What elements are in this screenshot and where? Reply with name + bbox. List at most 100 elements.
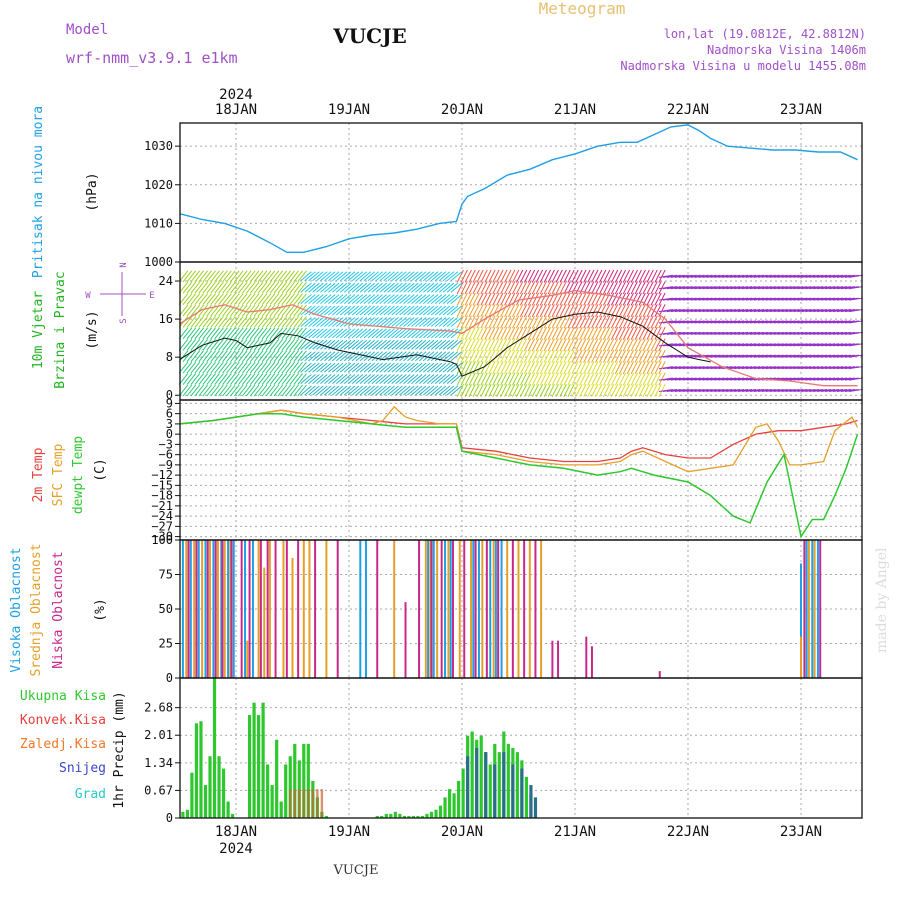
wind-barb xyxy=(339,271,352,282)
wind-barb xyxy=(500,281,508,295)
temp-tick-label: −27 xyxy=(151,519,173,533)
wind-barb xyxy=(383,282,395,293)
wind-barb xyxy=(328,317,340,327)
wind-barb xyxy=(484,281,492,295)
wind-barb xyxy=(801,331,816,335)
wind-barb xyxy=(710,297,725,301)
wind-barb xyxy=(351,339,364,350)
wind-barb xyxy=(809,297,824,301)
wind-barb xyxy=(579,349,587,363)
wind-barb xyxy=(844,377,859,381)
wind-barb xyxy=(614,315,623,329)
wind-barb xyxy=(304,271,316,282)
wind-barb xyxy=(186,339,197,351)
wind-barb xyxy=(742,308,757,313)
wind-barb xyxy=(450,362,463,373)
temp-tick-label: 3 xyxy=(166,417,173,431)
wind-barb xyxy=(618,349,627,363)
wind-barb xyxy=(555,292,563,306)
wind-barb xyxy=(761,297,776,301)
wind-barb xyxy=(230,293,240,305)
wind-barb xyxy=(202,304,212,317)
wind-barb xyxy=(654,292,662,306)
wind-barb xyxy=(285,316,295,328)
wind-barb xyxy=(281,304,292,317)
wind-barb xyxy=(626,349,634,363)
wind-barb xyxy=(261,293,272,305)
wind-barb xyxy=(371,385,383,396)
wind-barb xyxy=(293,293,303,305)
wind-barb xyxy=(249,293,260,305)
wind-barb xyxy=(551,304,559,318)
wind-barb xyxy=(241,270,252,283)
wind-barb xyxy=(257,361,268,374)
wind-barb xyxy=(789,297,804,301)
wind-barb xyxy=(848,308,863,313)
wind-barb xyxy=(571,326,579,340)
wind-barb xyxy=(265,350,276,363)
wind-barb xyxy=(761,388,776,393)
wind-barb xyxy=(742,320,757,324)
wind-barb xyxy=(551,384,559,397)
wind-barb xyxy=(622,384,631,397)
wind-barb xyxy=(844,354,859,358)
wind-barb xyxy=(809,331,824,335)
wind-barb xyxy=(335,282,348,293)
wind-barb xyxy=(658,297,673,301)
wind-barb xyxy=(190,339,201,351)
cloud-bar xyxy=(274,540,277,678)
temp-tick-label: −24 xyxy=(151,509,173,523)
wind-barb xyxy=(678,274,693,278)
wind-barb xyxy=(829,354,844,358)
wind-barb xyxy=(363,328,376,339)
wind-barb xyxy=(840,343,855,347)
wind-barb xyxy=(422,362,435,373)
wind-barb xyxy=(678,320,693,324)
wind-barb xyxy=(214,270,224,283)
cloud-bar xyxy=(266,540,269,678)
wind-barb xyxy=(694,297,709,301)
wind-barb xyxy=(801,297,816,301)
wind-barb xyxy=(265,270,276,283)
wind-barb xyxy=(198,327,208,340)
wind-barb xyxy=(226,281,236,294)
wind-barb xyxy=(355,328,368,339)
wind-barb xyxy=(571,281,579,295)
wind-barb xyxy=(674,354,689,358)
wind-barb xyxy=(583,326,591,340)
wind-barb xyxy=(813,377,828,381)
wind-barb xyxy=(646,315,654,329)
wind-barb xyxy=(646,338,654,352)
wind-barb xyxy=(571,269,579,283)
wind-barb xyxy=(407,305,419,316)
wind-barb xyxy=(442,271,455,282)
wind-barb xyxy=(363,385,376,396)
wind-barb xyxy=(654,269,662,283)
temp-tick-label: −30 xyxy=(151,530,173,544)
wind-barb xyxy=(206,281,216,294)
wind-barb xyxy=(801,388,816,393)
wind-barb xyxy=(749,308,764,313)
precip-bar xyxy=(203,785,208,818)
wind-barb xyxy=(718,377,733,381)
wind-barb xyxy=(446,282,459,293)
wind-barb xyxy=(634,372,642,386)
wind-barb xyxy=(206,384,216,397)
precip-bar xyxy=(497,752,501,818)
wind-barb xyxy=(658,361,666,375)
wind-barb xyxy=(742,297,757,301)
wind-barb xyxy=(626,281,634,295)
wind-barb xyxy=(523,361,532,375)
wind-barb xyxy=(214,384,224,397)
cloud-tick-label: 100 xyxy=(151,533,173,547)
wind-barb xyxy=(375,282,387,293)
precip-tick-label: 2.01 xyxy=(144,728,173,742)
wind-barb xyxy=(757,297,772,301)
wind-barb xyxy=(686,274,701,278)
wind-barb xyxy=(844,308,859,313)
wind-barb xyxy=(488,315,496,329)
wind-barb xyxy=(662,388,677,393)
wind-barb xyxy=(238,293,248,305)
wind-barb xyxy=(674,388,689,393)
wind-barb xyxy=(638,349,646,363)
